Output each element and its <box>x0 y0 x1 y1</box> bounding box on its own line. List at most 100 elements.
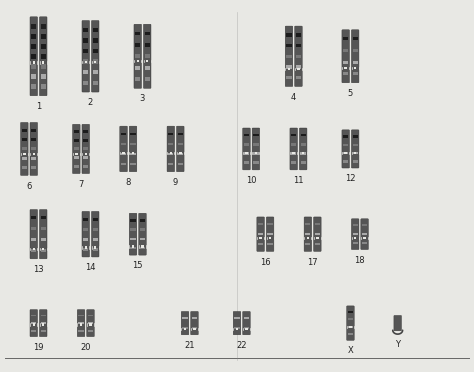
Bar <box>353 233 358 235</box>
Bar <box>42 247 45 250</box>
FancyBboxPatch shape <box>30 17 37 96</box>
Bar <box>31 315 36 316</box>
Bar <box>362 242 367 244</box>
Bar <box>253 161 258 164</box>
Bar <box>354 151 356 154</box>
Bar <box>31 330 36 332</box>
Bar <box>343 49 348 52</box>
FancyBboxPatch shape <box>304 217 312 251</box>
Bar <box>140 247 145 249</box>
FancyBboxPatch shape <box>295 26 302 87</box>
Bar <box>31 129 36 132</box>
FancyBboxPatch shape <box>82 20 90 92</box>
Bar <box>22 147 27 151</box>
Bar <box>168 142 173 145</box>
FancyBboxPatch shape <box>120 126 128 172</box>
Text: 11: 11 <box>293 176 304 185</box>
Bar <box>348 318 353 320</box>
Text: 7: 7 <box>78 180 84 189</box>
Bar <box>31 157 36 160</box>
FancyBboxPatch shape <box>361 219 368 250</box>
Bar <box>41 44 46 49</box>
Bar <box>253 143 258 145</box>
Bar <box>244 327 249 329</box>
Bar <box>296 44 301 47</box>
Bar <box>362 224 367 226</box>
Bar <box>83 49 88 53</box>
Bar <box>92 238 98 241</box>
Bar <box>135 43 140 47</box>
Bar <box>258 233 263 235</box>
FancyBboxPatch shape <box>30 209 37 259</box>
Bar <box>307 237 309 239</box>
Bar <box>84 61 87 63</box>
Text: 2: 2 <box>88 98 93 107</box>
Bar <box>83 28 88 32</box>
FancyBboxPatch shape <box>243 311 250 335</box>
Bar <box>259 237 262 239</box>
FancyBboxPatch shape <box>20 122 28 176</box>
Bar <box>41 323 46 324</box>
Bar <box>258 223 263 225</box>
FancyBboxPatch shape <box>243 128 250 170</box>
FancyBboxPatch shape <box>394 315 401 331</box>
Text: 18: 18 <box>355 256 365 264</box>
Text: 1: 1 <box>36 102 41 111</box>
Bar <box>31 74 36 78</box>
Bar <box>31 249 36 252</box>
Bar <box>305 223 310 225</box>
Bar <box>305 243 310 245</box>
Bar <box>121 163 126 165</box>
FancyBboxPatch shape <box>342 130 349 168</box>
Bar <box>146 60 148 62</box>
Bar <box>178 163 183 165</box>
Bar <box>353 144 358 146</box>
Bar <box>253 152 258 155</box>
Bar <box>245 328 248 330</box>
FancyBboxPatch shape <box>191 311 198 335</box>
FancyBboxPatch shape <box>181 311 189 335</box>
Bar <box>302 152 304 154</box>
Text: 10: 10 <box>246 176 256 185</box>
Bar <box>168 132 173 135</box>
Text: Y: Y <box>395 340 400 349</box>
Bar <box>22 166 27 169</box>
FancyBboxPatch shape <box>77 310 85 337</box>
Bar <box>41 64 46 68</box>
FancyBboxPatch shape <box>351 30 359 83</box>
Bar <box>286 33 292 37</box>
Bar <box>245 152 248 154</box>
FancyBboxPatch shape <box>73 124 80 174</box>
FancyBboxPatch shape <box>351 130 359 168</box>
Bar <box>315 223 320 225</box>
FancyBboxPatch shape <box>39 209 47 259</box>
Bar <box>170 152 172 154</box>
FancyBboxPatch shape <box>176 126 184 172</box>
Bar <box>353 224 358 226</box>
Bar <box>41 249 46 252</box>
Bar <box>353 49 358 52</box>
Bar <box>193 328 196 330</box>
Bar <box>31 64 36 68</box>
Bar <box>315 243 320 245</box>
Bar <box>192 327 197 329</box>
Bar <box>140 238 145 240</box>
Text: 21: 21 <box>184 341 195 350</box>
Bar <box>291 161 296 164</box>
Bar <box>89 323 92 326</box>
Bar <box>41 24 46 29</box>
FancyBboxPatch shape <box>346 306 354 340</box>
Bar <box>41 34 46 39</box>
Bar <box>286 65 292 69</box>
Bar <box>83 81 88 85</box>
Bar <box>349 326 352 328</box>
Bar <box>78 323 83 324</box>
Bar <box>135 66 140 70</box>
Bar <box>132 152 134 154</box>
FancyBboxPatch shape <box>129 213 137 255</box>
Bar <box>168 153 173 155</box>
Bar <box>286 44 292 47</box>
Bar <box>145 77 150 81</box>
Bar <box>291 143 296 145</box>
Bar <box>132 245 134 247</box>
